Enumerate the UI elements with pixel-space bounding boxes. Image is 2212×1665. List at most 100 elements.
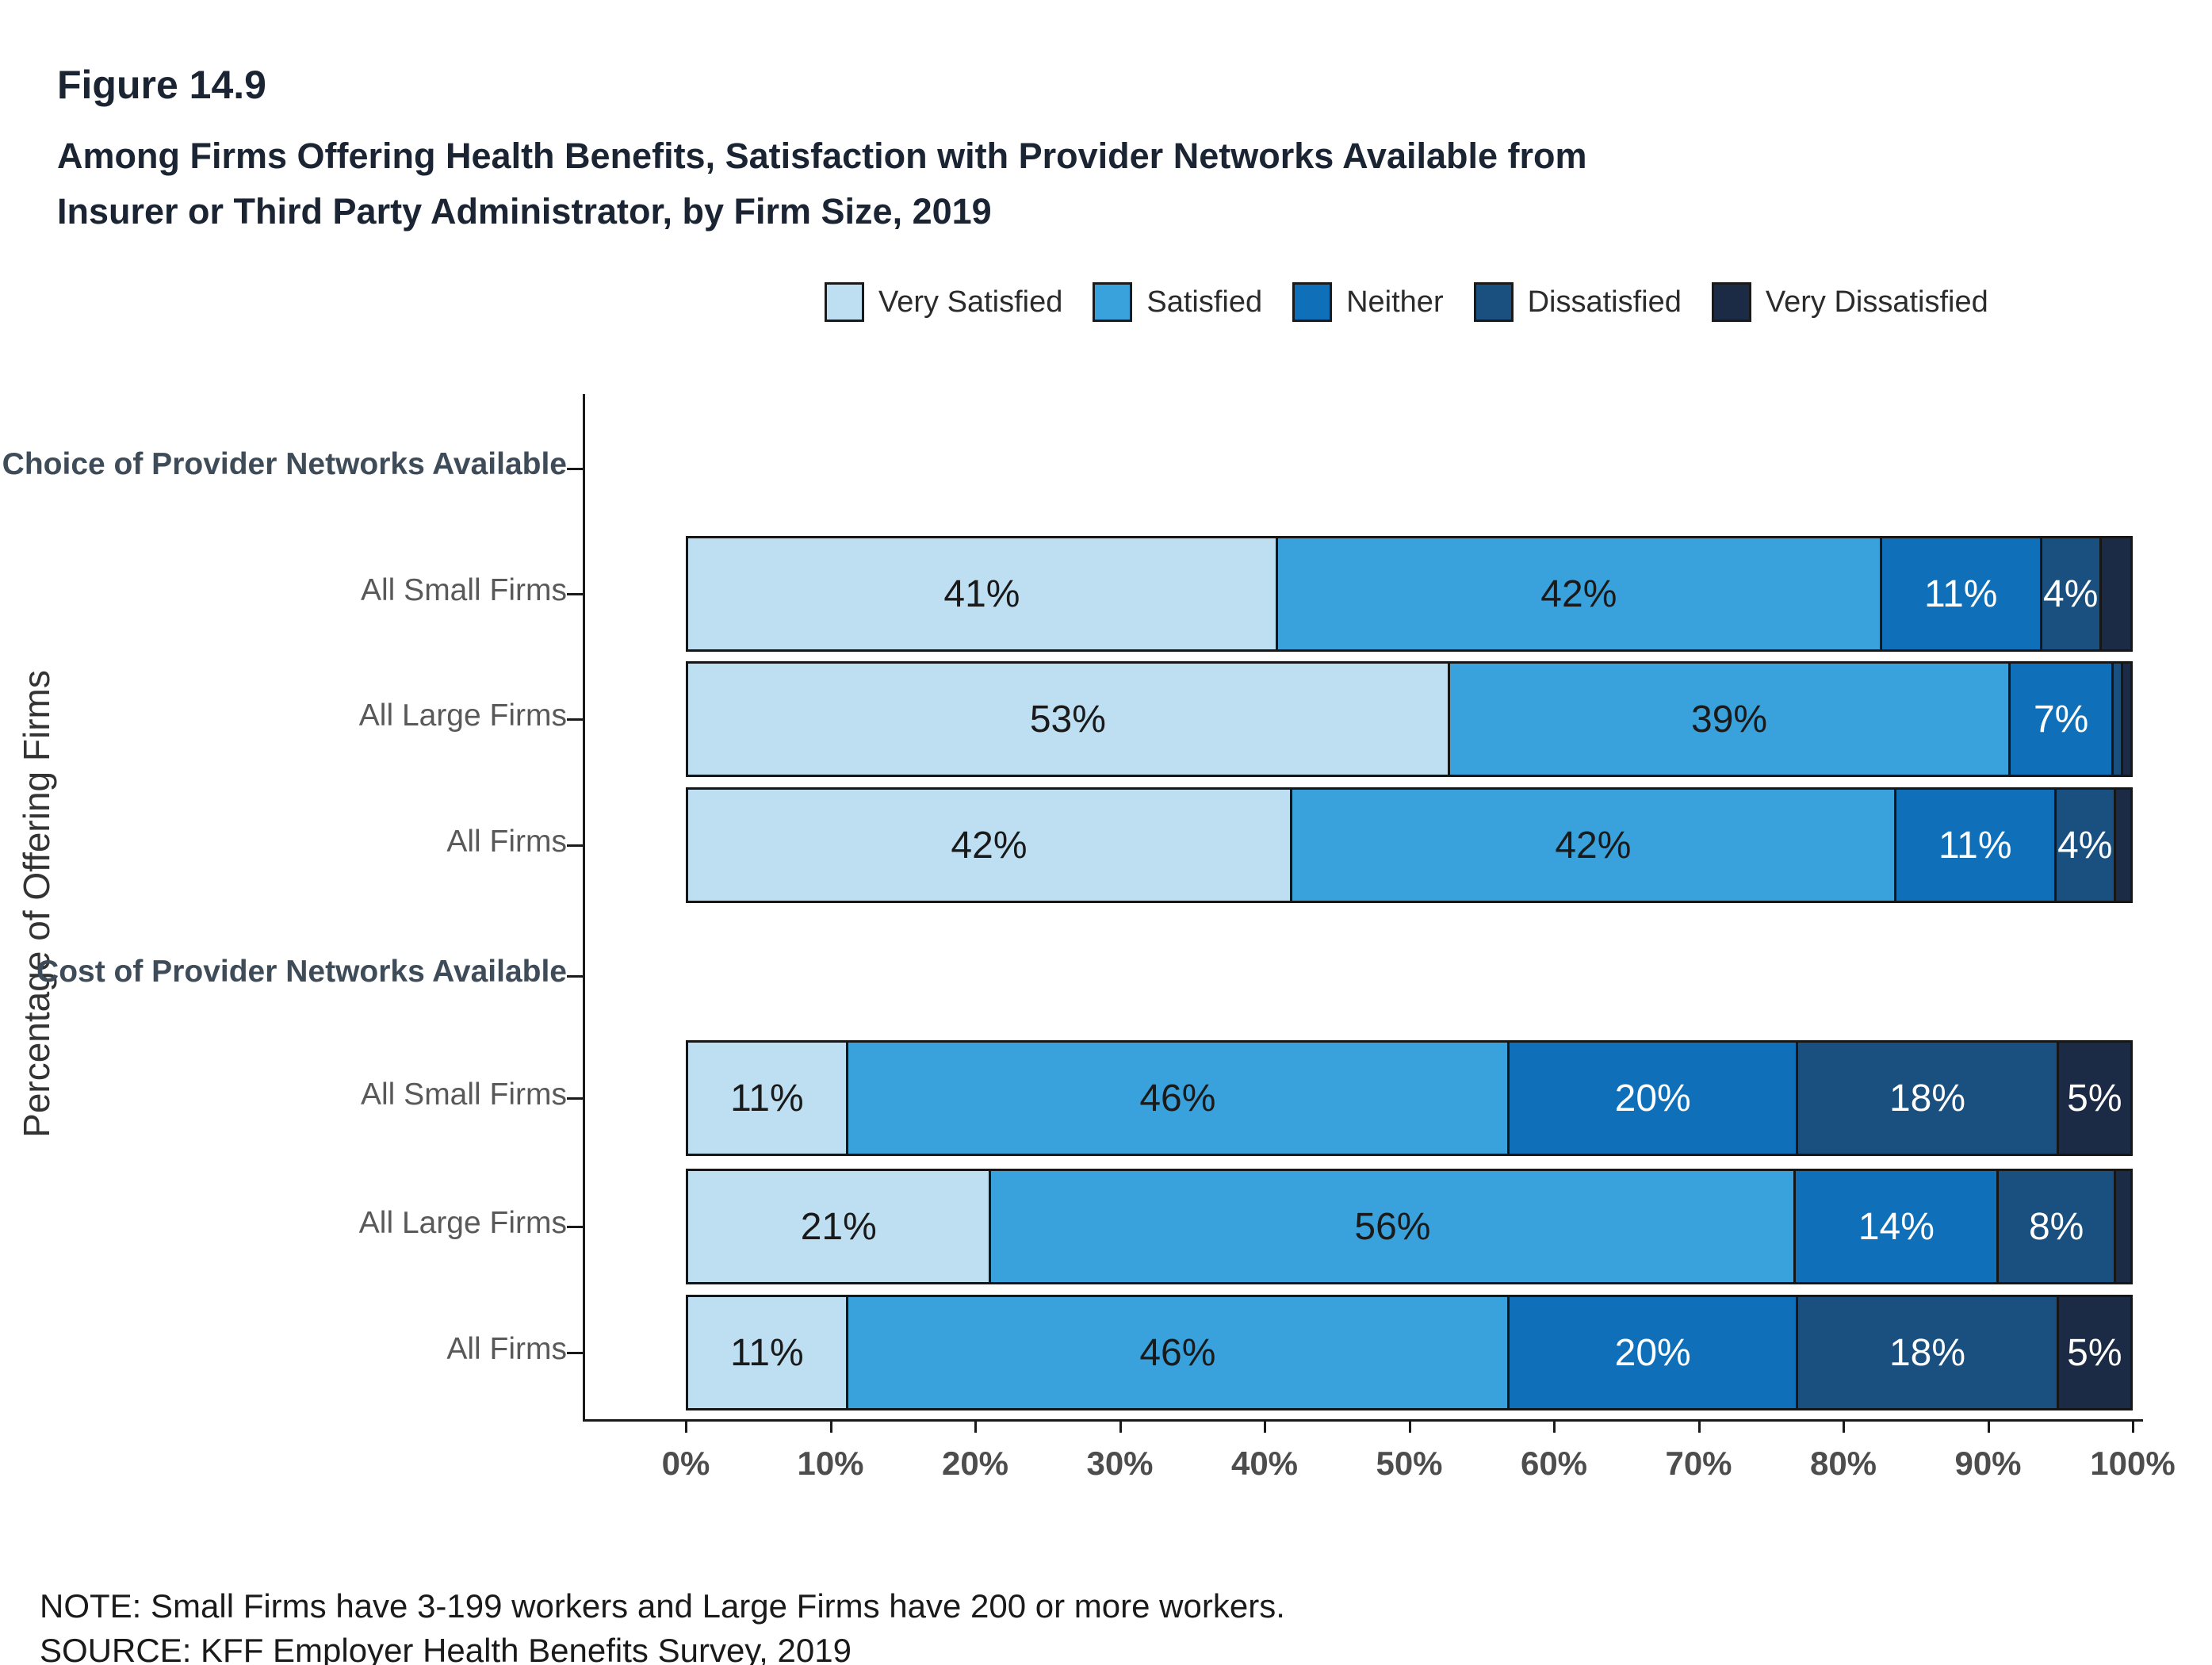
bar-segment: 5% [2058, 1297, 2130, 1408]
bar-segment-value: 53% [1029, 698, 1106, 741]
y-axis-tick [567, 975, 583, 978]
x-axis-tick-label: 100% [2090, 1445, 2176, 1482]
x-axis-tick [974, 1422, 977, 1433]
y-axis-tick [567, 1352, 583, 1354]
x-axis-tick-label: 70% [1665, 1445, 1732, 1482]
x-axis-tick [1264, 1422, 1266, 1433]
bar-segment: 20% [1509, 1297, 1799, 1408]
stacked-bar: 42% 42% 11% 4% [686, 787, 2133, 903]
bar-segment-value: 11% [730, 1077, 804, 1120]
bar-segment: 4% [2042, 538, 2102, 649]
bar-segment-value: 41% [943, 572, 1020, 615]
legend-swatch [1473, 282, 1514, 322]
bar-segment-value: 14% [1858, 1205, 1935, 1248]
legend: Very Satisfied Satisfied Neither Dissatisfi… [825, 282, 1988, 322]
bar-segment [2122, 664, 2130, 775]
row-label: All Large Firms [358, 699, 567, 733]
bar-segment-value: 42% [951, 824, 1028, 867]
x-axis-line [583, 1419, 2143, 1422]
bar-segment-value: 46% [1139, 1077, 1216, 1120]
bar-segment [2113, 664, 2123, 775]
figure-title-line2: Insurer or Third Party Administrator, by… [57, 190, 992, 232]
legend-item: Neither [1292, 282, 1444, 322]
y-axis-tick [567, 844, 583, 847]
bar-segment-value: 21% [800, 1205, 877, 1248]
x-axis-tick-label: 50% [1376, 1445, 1443, 1482]
figure-title-line1: Among Firms Offering Health Benefits, Sa… [57, 136, 1587, 176]
legend-label: Very Satisfied [878, 285, 1063, 319]
y-axis-line [583, 394, 585, 1419]
y-axis-tick [567, 718, 583, 721]
bar-segment-value: 39% [1691, 698, 1768, 741]
stacked-bar: 21% 56% 14% 8% [686, 1169, 2133, 1284]
x-axis-tick-label: 60% [1520, 1445, 1588, 1482]
bar-segment: 8% [1999, 1171, 2116, 1282]
y-axis-tick [567, 1097, 583, 1100]
bar-segment-value: 42% [1540, 572, 1617, 615]
x-axis-tick-label: 40% [1230, 1445, 1299, 1482]
bar-segment: 7% [2011, 664, 2114, 775]
legend-swatch [825, 282, 864, 322]
group-header: Choice of Provider Networks Available [2, 447, 567, 481]
bar-segment: 4% [2056, 790, 2116, 901]
bar-segment: 11% [688, 1297, 848, 1408]
bar-segment-value: 7% [2033, 698, 2089, 741]
bar-segment-value: 5% [2067, 1077, 2122, 1120]
group-header: Cost of Provider Networks Available [36, 955, 567, 989]
bar-segment [2115, 790, 2130, 901]
legend-item: Satisfied [1093, 282, 1262, 322]
y-axis-tick [567, 593, 583, 595]
legend-swatch [1093, 282, 1133, 322]
bar-segment: 42% [1292, 790, 1896, 901]
bar-segment-value: 56% [1354, 1205, 1431, 1248]
bar-segment: 39% [1449, 664, 2011, 775]
x-axis-tick-label: 10% [797, 1445, 864, 1482]
x-axis-tick [1697, 1422, 1701, 1433]
legend-swatch [1292, 282, 1333, 322]
x-axis-tick-label: 20% [941, 1445, 1009, 1482]
bar-segment-value: 5% [2067, 1331, 2122, 1374]
note-text: NOTE: Small Firms have 3-199 workers and… [40, 1587, 1285, 1625]
bar-segment: 46% [848, 1043, 1510, 1154]
x-axis-tick-label: 30% [1086, 1445, 1154, 1482]
bar-segment-value: 46% [1139, 1331, 1216, 1374]
bar-segment [2115, 1171, 2130, 1282]
source-text: SOURCE: KFF Employer Health Benefits Sur… [40, 1632, 852, 1665]
bar-segment: 11% [1881, 538, 2042, 649]
legend-label: Dissatisfied [1527, 285, 1682, 319]
bar-segment: 46% [848, 1297, 1510, 1408]
y-axis-title: Percentage of Offering Firms [16, 670, 57, 1138]
legend-item: Very Satisfied [825, 282, 1062, 322]
bar-segment-value: 20% [1614, 1077, 1691, 1120]
figure-number: Figure 14.9 [57, 63, 266, 107]
bar-segment: 53% [688, 664, 1450, 775]
bar-segment: 18% [1798, 1297, 2059, 1408]
bar-segment-value: 20% [1614, 1331, 1691, 1374]
x-axis-tick [685, 1422, 687, 1433]
bar-segment-value: 8% [2028, 1205, 2084, 1248]
bar-segment [2101, 538, 2130, 649]
x-axis-tick-label: 90% [1954, 1445, 2022, 1482]
x-axis-tick [829, 1422, 832, 1433]
stacked-bar: 41% 42% 11% 4% [686, 536, 2133, 652]
bar-segment-value: 11% [730, 1331, 804, 1374]
x-axis-tick [1119, 1422, 1122, 1433]
stacked-bar: 53% 39% 7% [686, 661, 2133, 777]
x-axis-tick-label: 0% [661, 1445, 710, 1482]
x-axis-tick [1843, 1422, 1845, 1433]
bar-segment-value: 11% [1923, 572, 1998, 615]
row-label: All Firms [446, 1332, 567, 1366]
row-label: All Large Firms [358, 1206, 567, 1240]
bar-segment-value: 4% [2043, 572, 2099, 615]
bar-segment-value: 4% [2057, 824, 2113, 867]
bar-segment: 20% [1509, 1043, 1799, 1154]
figure-title: Among Firms Offering Health Benefits, Sa… [57, 128, 2039, 239]
stacked-bar: 11% 46% 20% 18% 5% [686, 1040, 2133, 1156]
row-label: All Small Firms [361, 573, 567, 607]
legend-item: Dissatisfied [1473, 282, 1682, 322]
bar-segment: 11% [1896, 790, 2057, 901]
bar-segment-value: 11% [1938, 824, 2012, 867]
x-axis-tick-label: 80% [1809, 1445, 1877, 1482]
x-axis-tick [1987, 1422, 1990, 1433]
